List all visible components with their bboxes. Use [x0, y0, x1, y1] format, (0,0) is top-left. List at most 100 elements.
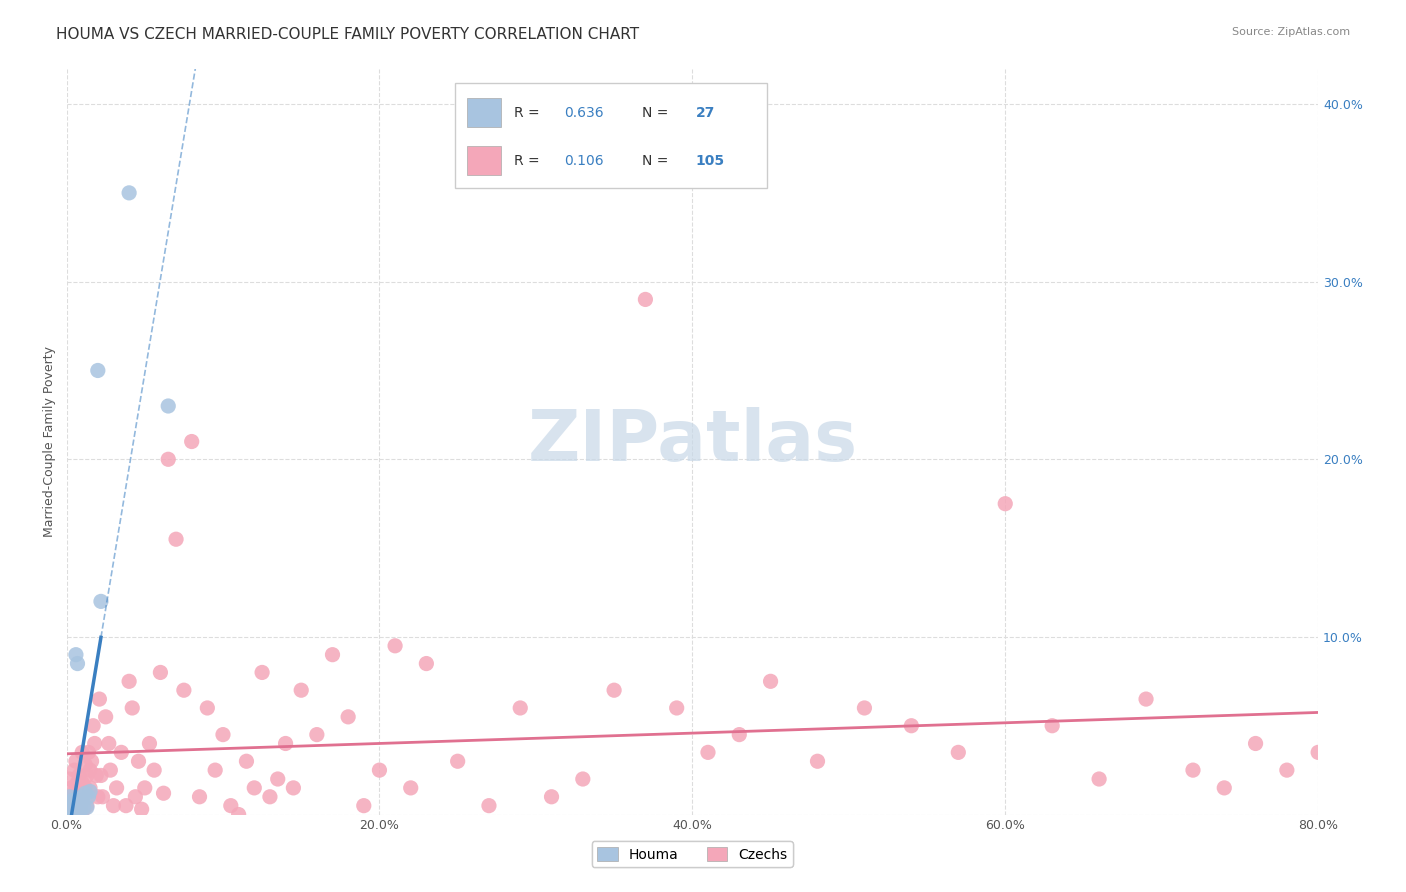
- Point: [90, 594, 112, 608]
- Point: [75, 786, 97, 800]
- Text: ZIPatlas: ZIPatlas: [527, 407, 858, 476]
- Point: [157, 452, 180, 467]
- Point: [540, 789, 562, 804]
- Point: [1308, 745, 1330, 759]
- Point: [337, 710, 360, 724]
- Point: [124, 789, 146, 804]
- Point: [67, 802, 90, 816]
- Point: [1275, 763, 1298, 777]
- Point: [212, 728, 235, 742]
- Point: [83, 737, 105, 751]
- Point: [73, 802, 96, 816]
- Point: [73, 786, 96, 800]
- Point: [60, 798, 83, 813]
- Point: [283, 780, 305, 795]
- Text: HOUMA VS CZECH MARRIED-COUPLE FAMILY POVERTY CORRELATION CHART: HOUMA VS CZECH MARRIED-COUPLE FAMILY POV…: [56, 27, 640, 42]
- Point: [447, 754, 470, 768]
- Point: [900, 719, 922, 733]
- Point: [1369, 701, 1392, 715]
- Point: [70, 789, 93, 804]
- Point: [63, 763, 86, 777]
- Point: [697, 745, 720, 759]
- Point: [994, 497, 1017, 511]
- Point: [759, 674, 782, 689]
- Point: [65, 780, 87, 795]
- Point: [87, 363, 110, 377]
- Point: [97, 737, 120, 751]
- Point: [66, 657, 89, 671]
- Point: [165, 533, 187, 547]
- Point: [62, 789, 84, 804]
- Point: [1181, 763, 1204, 777]
- Point: [75, 780, 97, 795]
- Point: [80, 754, 103, 768]
- Point: [94, 710, 117, 724]
- Point: [62, 793, 84, 807]
- Point: [353, 798, 375, 813]
- Point: [509, 701, 531, 715]
- Point: [1213, 780, 1236, 795]
- Point: [69, 802, 91, 816]
- Point: [66, 775, 89, 789]
- Y-axis label: Married-Couple Family Poverty: Married-Couple Family Poverty: [44, 346, 56, 537]
- Point: [204, 763, 226, 777]
- Point: [259, 789, 281, 804]
- Point: [728, 728, 751, 742]
- Point: [143, 763, 166, 777]
- Point: [290, 683, 312, 698]
- Point: [110, 745, 132, 759]
- Point: [66, 802, 89, 816]
- Point: [60, 802, 83, 816]
- Point: [267, 772, 290, 786]
- Point: [69, 786, 91, 800]
- Point: [188, 789, 211, 804]
- Point: [131, 802, 153, 816]
- Point: [235, 754, 257, 768]
- Point: [321, 648, 343, 662]
- Point: [118, 674, 141, 689]
- Point: [79, 784, 101, 798]
- Point: [180, 434, 202, 449]
- Point: [634, 293, 657, 307]
- Point: [806, 754, 828, 768]
- Point: [665, 701, 688, 715]
- Point: [195, 701, 218, 715]
- Legend: Houma, Czechs: Houma, Czechs: [592, 841, 793, 867]
- Point: [121, 701, 143, 715]
- Point: [105, 780, 128, 795]
- Point: [65, 793, 87, 807]
- Point: [274, 737, 297, 751]
- Point: [152, 786, 174, 800]
- Point: [228, 807, 250, 822]
- Point: [82, 719, 104, 733]
- Point: [173, 683, 195, 698]
- Point: [572, 772, 595, 786]
- Point: [415, 657, 437, 671]
- Point: [305, 728, 328, 742]
- Point: [67, 768, 90, 782]
- Point: [368, 763, 391, 777]
- Point: [69, 802, 91, 816]
- Point: [1135, 692, 1157, 706]
- Point: [77, 789, 100, 804]
- Point: [157, 399, 180, 413]
- Text: Source: ZipAtlas.com: Source: ZipAtlas.com: [1232, 27, 1350, 37]
- Point: [59, 772, 82, 786]
- Point: [134, 780, 156, 795]
- Point: [63, 798, 86, 813]
- Point: [1040, 719, 1063, 733]
- Point: [65, 648, 87, 662]
- Point: [76, 798, 98, 813]
- Point: [62, 804, 84, 818]
- Point: [60, 780, 83, 795]
- Point: [65, 795, 87, 809]
- Point: [103, 798, 125, 813]
- Point: [128, 754, 150, 768]
- Point: [118, 186, 141, 200]
- Point: [478, 798, 501, 813]
- Point: [63, 798, 86, 813]
- Point: [65, 754, 87, 768]
- Point: [1088, 772, 1111, 786]
- Point: [67, 798, 90, 813]
- Point: [87, 789, 110, 804]
